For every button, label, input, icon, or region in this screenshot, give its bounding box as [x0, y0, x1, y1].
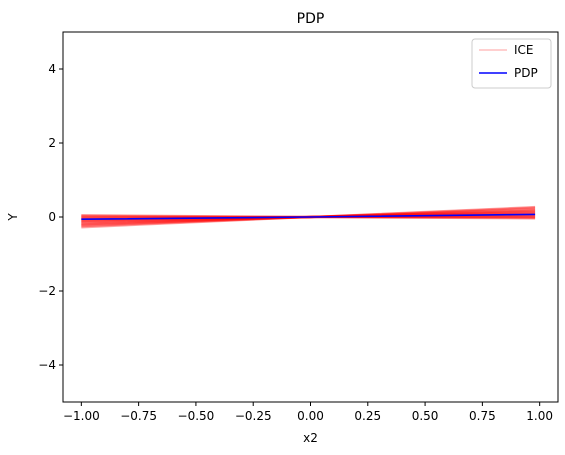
y-tick-label: 0 — [48, 210, 56, 224]
legend-label-pdp: PDP — [514, 66, 538, 80]
y-tick-label: 2 — [48, 136, 56, 150]
x-tick-label: 0.50 — [412, 409, 439, 423]
x-axis-label: x2 — [303, 431, 318, 445]
x-axis: −1.00 −0.75 −0.50 −0.25 0.00 0.25 0.50 0.75 1.00 — [63, 402, 553, 423]
y-axis-label: Y — [6, 213, 20, 222]
x-tick-label: −0.50 — [178, 409, 215, 423]
x-tick-label: 1.00 — [526, 409, 553, 423]
y-axis: −4 −2 0 2 4 — [38, 62, 63, 372]
x-tick-label: −0.25 — [235, 409, 272, 423]
pdp-line-group — [81, 213, 536, 221]
legend-label-ice: ICE — [514, 43, 534, 57]
y-tick-label: −4 — [38, 358, 56, 372]
x-tick-label: 0.00 — [297, 409, 324, 423]
y-tick-label: −2 — [38, 284, 56, 298]
y-tick-label: 4 — [48, 62, 56, 76]
legend-box — [471, 38, 552, 89]
x-tick-label: 0.25 — [354, 409, 381, 423]
chart-title: PDP — [297, 11, 325, 27]
x-tick-label: −0.75 — [120, 409, 157, 423]
x-tick-label: 0.75 — [469, 409, 496, 423]
x-tick-label: −1.00 — [63, 409, 100, 423]
legend: ICE PDP — [471, 38, 552, 89]
pdp-line — [81, 213, 536, 221]
